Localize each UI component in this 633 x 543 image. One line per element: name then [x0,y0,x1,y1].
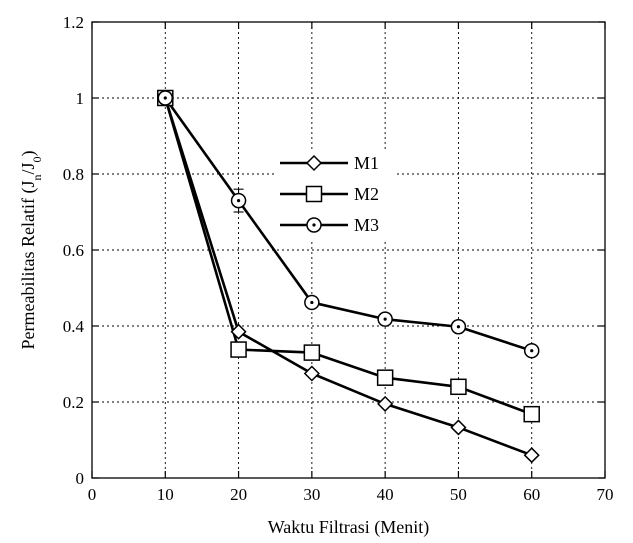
y-tick-label: 0.8 [63,165,84,184]
y-tick-label: 0.6 [63,241,84,260]
y-tick-label: 1.2 [63,13,84,32]
square-marker-shape [303,344,321,361]
point-m3 [230,192,247,209]
point-m2 [230,341,247,358]
series-line-m3 [164,97,533,352]
y-axis-title-mid: /J [18,163,38,175]
x-tick-label: 30 [303,485,320,504]
y-tick-labels: 0 0.2 0.4 0.6 0.8 1 1.2 [63,13,85,488]
point-m1 [303,365,320,382]
point-m1 [230,323,247,340]
point-m1 [377,395,394,412]
x-tick-label: 0 [88,485,97,504]
series-lines [164,97,533,457]
x-tick-label: 10 [157,485,174,504]
diamond-marker-shape [305,154,323,172]
legend: M1 M2 M3 [276,149,394,239]
x-axis-title: Waktu Filtrasi (Menit) [268,517,430,538]
x-tick-labels: 0 10 20 30 40 50 60 70 [88,485,614,504]
diamond-marker-shape [450,419,467,436]
y-axis-title-end: ) [18,151,39,157]
legend-label: M3 [354,215,379,235]
point-m1 [450,419,467,436]
y-tick-label: 0.4 [63,317,85,336]
legend-marker [306,217,322,233]
circle-marker-dot [310,300,314,305]
y-axis-title-main: Permeabilitas Relatif (J [18,181,39,350]
circle-marker-dot [530,349,534,353]
legend-item-m3: M3 [280,215,379,235]
square-marker-shape [450,378,467,396]
x-tick-label: 60 [523,485,540,504]
legend-item-m2: M2 [280,184,379,204]
circle-marker-dot [236,199,241,203]
square-marker-shape [376,369,394,386]
point-m3 [450,319,467,335]
circle-marker-dot [456,325,461,329]
diamond-marker-shape [377,395,394,412]
point-m2 [450,378,467,396]
point-m3 [523,342,540,359]
x-tick-label: 40 [377,485,394,504]
point-m2 [376,369,394,386]
diamond-marker-shape [230,323,247,340]
point-m3 [157,90,174,106]
axis-ticks [91,21,606,479]
point-m2 [523,405,540,423]
legend-item-m1: M1 [280,153,379,173]
y-axis-title-sub-0: 0 [30,157,44,163]
point-m2 [303,344,321,361]
diamond-marker-shape [303,365,320,382]
legend-label: M1 [354,153,379,173]
x-tick-label: 70 [597,485,614,504]
y-tick-label: 1 [76,89,85,108]
circle-marker-dot [383,317,387,321]
point-m1 [523,447,540,464]
square-marker-shape [305,185,323,203]
series-markers [157,89,540,464]
legend-label: M2 [354,184,379,204]
diamond-marker-shape [523,447,540,464]
y-axis-title: Permeabilitas Relatif (Jn/J0) [18,151,44,350]
series-line-m2 [164,97,533,416]
legend-marker [305,154,323,172]
legend-marker [305,185,323,203]
x-tick-label: 20 [230,485,247,504]
y-tick-label: 0 [76,469,85,488]
y-axis-title-sub-n: n [30,175,44,181]
point-m3 [377,311,393,327]
circle-marker-dot [312,223,316,227]
x-tick-label: 50 [450,485,467,504]
square-marker-shape [230,341,247,358]
square-marker-shape [523,405,540,423]
point-m3 [304,294,320,311]
series-line-m1 [164,97,533,457]
y-tick-label: 0.2 [63,393,84,412]
circle-marker-dot [163,96,167,100]
